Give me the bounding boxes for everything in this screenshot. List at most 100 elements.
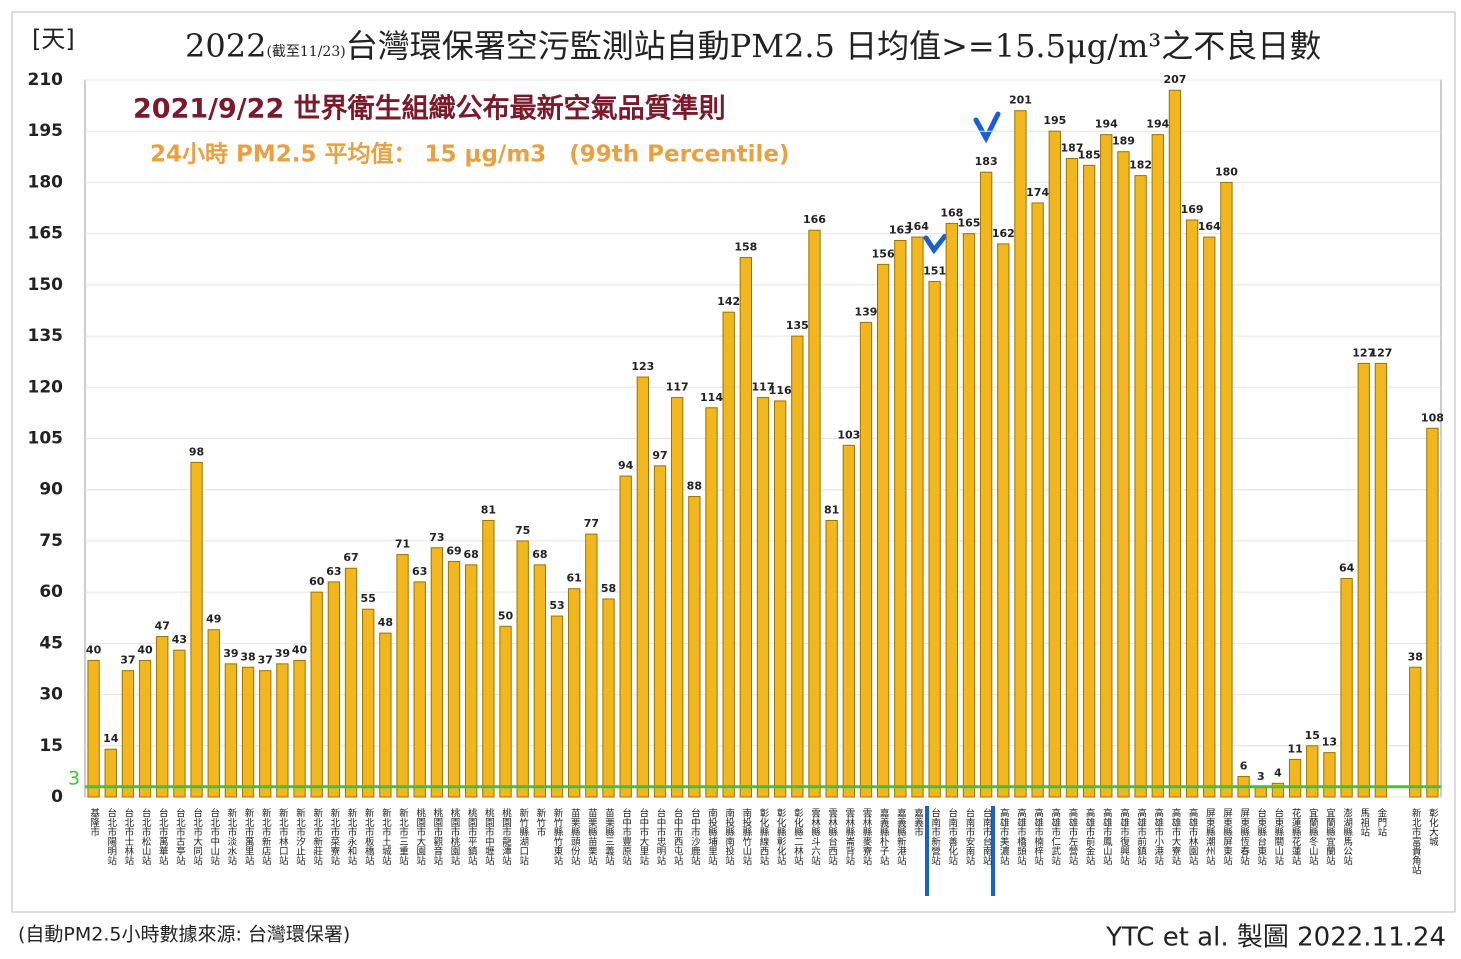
value-label: 103 (837, 428, 860, 441)
x-tick-label: 新北市林口站 (277, 807, 289, 866)
bar (465, 564, 478, 798)
bar (997, 243, 1010, 798)
chart-title: 2022(截至11/23)台灣環保署空污監測站自動PM2.5 日均值>=15.5… (185, 27, 1321, 65)
x-tick-label: 桃園市桃園站 (449, 807, 461, 866)
bar (636, 376, 650, 798)
value-label: 61 (567, 572, 582, 585)
bar (1031, 202, 1044, 798)
bar (533, 564, 547, 798)
value-label: 156 (872, 247, 895, 260)
value-label: 63 (412, 565, 427, 578)
value-label: 58 (601, 582, 616, 595)
x-tick-label: 高雄市美濃站 (998, 807, 1010, 866)
x-tick-label: 台北市中山站 (208, 807, 220, 866)
y-tick-label: 75 (39, 531, 63, 551)
x-tick-label: 高雄市橋頭站 (1015, 807, 1027, 866)
frame (11, 11, 1456, 913)
x-tick-label: 高雄市楠梓站 (1032, 807, 1044, 866)
x-tick-label: 南投縣竹山站 (740, 807, 752, 866)
x-tick-label: 苗栗縣三義站 (603, 808, 615, 866)
bar (362, 608, 375, 798)
value-label: 127 (1369, 346, 1392, 359)
x-tick-label: 新北市土城站 (380, 807, 392, 866)
bar (1426, 427, 1439, 798)
x-tick-label: 基隆市 (88, 807, 100, 837)
value-label: 94 (618, 459, 634, 472)
value-label: 6 (1240, 760, 1248, 773)
x-tick-label: 彰化縣彰化站 (775, 807, 787, 866)
value-label: 75 (515, 524, 530, 537)
bar (619, 475, 632, 798)
bar (344, 567, 358, 798)
bar (756, 397, 770, 798)
x-tick-label: 雲林縣台西站 (826, 808, 838, 866)
annotation-red: 2021/9/22 世界衛生組織公布最新空氣品質準則 (133, 93, 726, 125)
x-tick-label: 新北市菜寮站 (328, 807, 340, 866)
x-tick-label: 高雄市左營站 (1066, 807, 1078, 866)
bar (979, 171, 993, 798)
bar (688, 496, 701, 798)
x-tick-label: 金門站 (1375, 807, 1387, 837)
bar (1100, 134, 1113, 798)
value-label: 50 (498, 609, 514, 622)
value-label: 40 (292, 643, 308, 656)
bar (1168, 89, 1182, 798)
x-tick-label: 新北市富貴角站 (1410, 807, 1422, 875)
x-tick-label: 台北市古亭站 (174, 807, 186, 866)
bar (1220, 181, 1233, 798)
value-label: 117 (752, 381, 775, 394)
x-tick-label: 台中市大里站 (637, 807, 649, 866)
value-label: 63 (326, 565, 341, 578)
bar (962, 233, 976, 798)
x-tick-label: 台北市松山站 (140, 807, 152, 866)
x-tick-label: 台中市西屯站 (672, 807, 684, 866)
bar (396, 554, 409, 798)
value-label: 195 (1043, 114, 1066, 127)
x-tick-label: 台東縣台東站 (1255, 807, 1267, 866)
bar (1185, 219, 1199, 798)
x-tick-label: 澎湖縣馬公站 (1341, 807, 1353, 866)
bar (602, 598, 615, 798)
source: (自動PM2.5小時數據來源: 台灣環保署) (18, 924, 350, 946)
x-tick-label: 台北市陽明站 (105, 807, 117, 866)
value-label: 88 (687, 480, 702, 493)
bar (173, 649, 186, 798)
x-tick-label: 彰化大城 (1427, 807, 1439, 847)
value-label: 47 (155, 620, 170, 633)
value-label: 207 (1163, 73, 1186, 86)
value-label: 201 (1009, 94, 1032, 107)
bar (1409, 666, 1422, 798)
value-label: 98 (189, 445, 204, 458)
bar (207, 629, 220, 798)
value-label: 81 (824, 503, 839, 516)
bar (430, 547, 444, 798)
value-label: 180 (1215, 165, 1238, 178)
x-tick-label: 桃園市平鎮站 (466, 807, 478, 866)
y-tick-label: 15 (39, 736, 63, 756)
bar (327, 581, 341, 798)
bar (1117, 151, 1130, 798)
bar (705, 407, 718, 798)
bar (1014, 110, 1027, 798)
x-tick-label: 高雄市鳳山站 (1101, 807, 1113, 866)
value-label: 11 (1287, 742, 1302, 755)
bar (1254, 786, 1267, 798)
bar (928, 280, 941, 798)
value-label: 40 (137, 643, 153, 656)
bar (1203, 236, 1216, 798)
bar (1065, 158, 1079, 798)
bar (1357, 362, 1370, 798)
bar (791, 335, 804, 798)
value-label: 183 (975, 155, 998, 168)
bar (808, 229, 821, 798)
x-tick-label: 台南市台南站 (981, 807, 993, 866)
y-tick-label: 195 (28, 121, 64, 141)
value-label: 151 (923, 264, 946, 277)
x-tick-label: 台北市萬華站 (157, 807, 169, 866)
value-label: 108 (1421, 411, 1444, 424)
x-tick-label: 宜蘭縣宜蘭站 (1324, 807, 1336, 866)
value-label: 68 (532, 548, 547, 561)
value-label: 81 (481, 503, 496, 516)
bar (156, 636, 169, 798)
y-tick-label: 30 (39, 685, 63, 705)
